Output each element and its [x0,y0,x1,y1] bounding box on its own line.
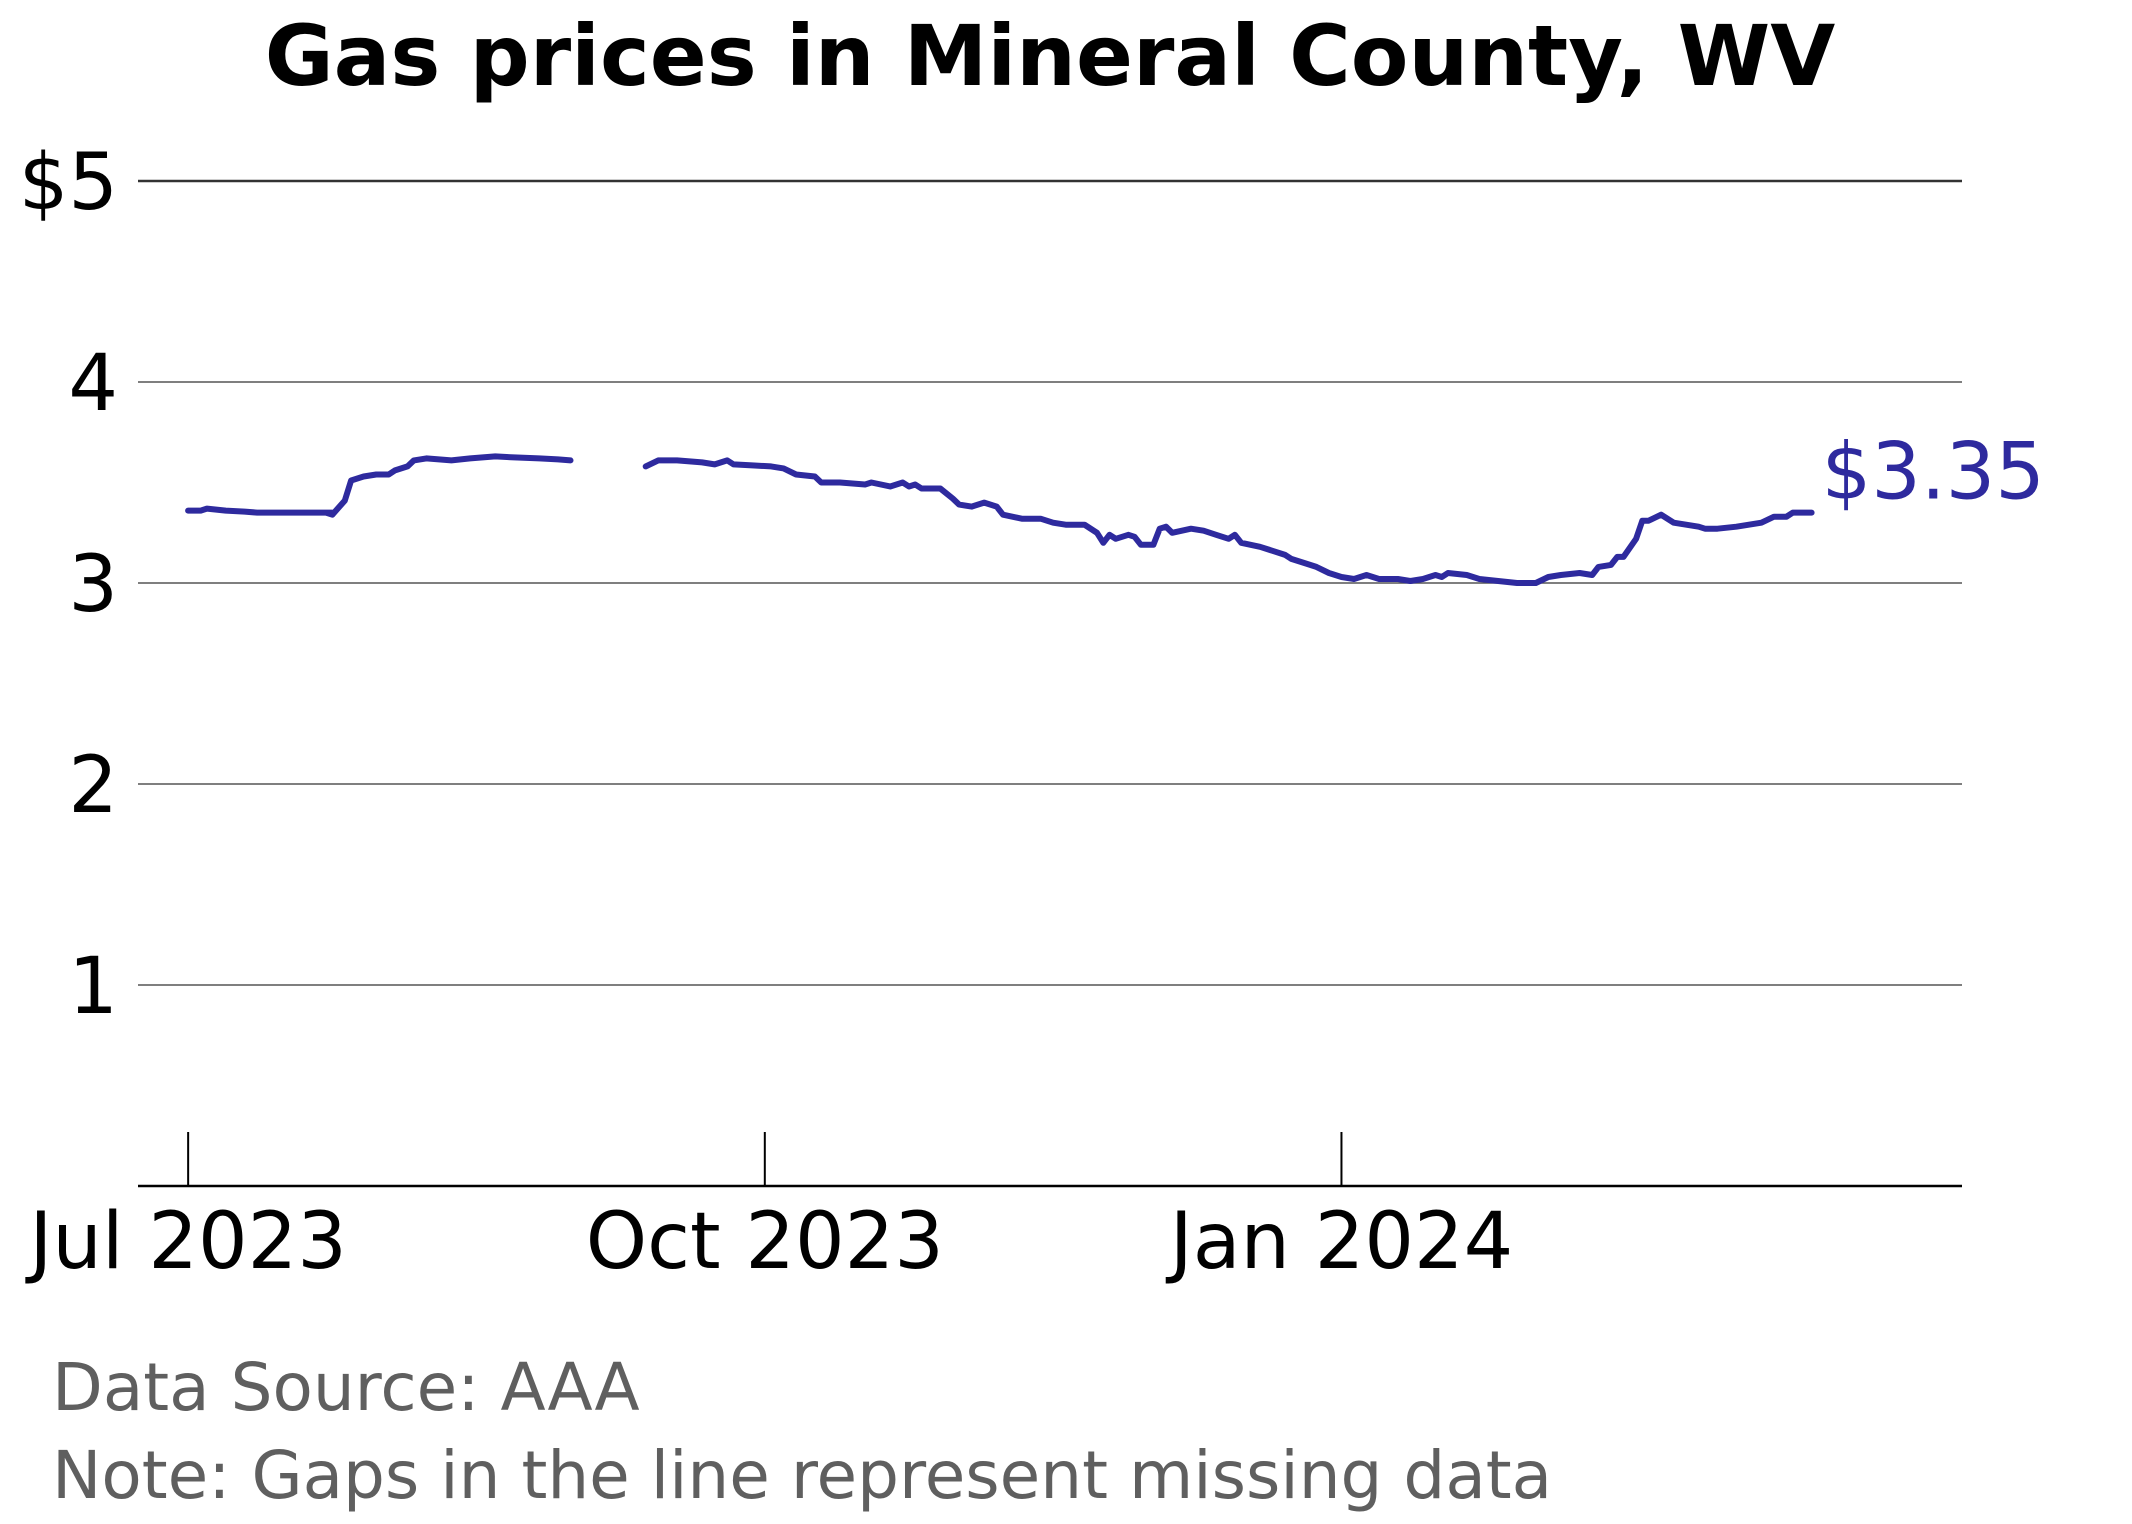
y-tick-label: 4 [68,339,118,429]
y-tick-label: $5 [19,138,118,228]
series-line [185,453,574,518]
series-line [642,457,1815,586]
end-value-label: $3.35 [1822,428,2045,518]
x-tick-label: Oct 2023 [586,1197,944,1287]
x-tick-label: Jul 2023 [24,1197,346,1287]
chart-title: Gas prices in Mineral County, WV [265,7,1836,105]
series-group [185,453,1815,586]
y-tick-label: 2 [68,741,118,831]
y-axis-ticks: $5 4 3 2 1 [19,138,118,1032]
x-tick-label: Jan 2024 [1165,1197,1514,1287]
data-source-note: Data Source: AAA [52,1349,640,1426]
x-axis-ticks: Jul 2023 Oct 2023 Jan 2024 [24,1132,1513,1287]
gaps-note: Note: Gaps in the line represent missing… [52,1437,1552,1514]
grid [138,179,1962,986]
y-tick-label: 3 [68,540,118,630]
y-tick-label: 1 [68,942,118,1032]
